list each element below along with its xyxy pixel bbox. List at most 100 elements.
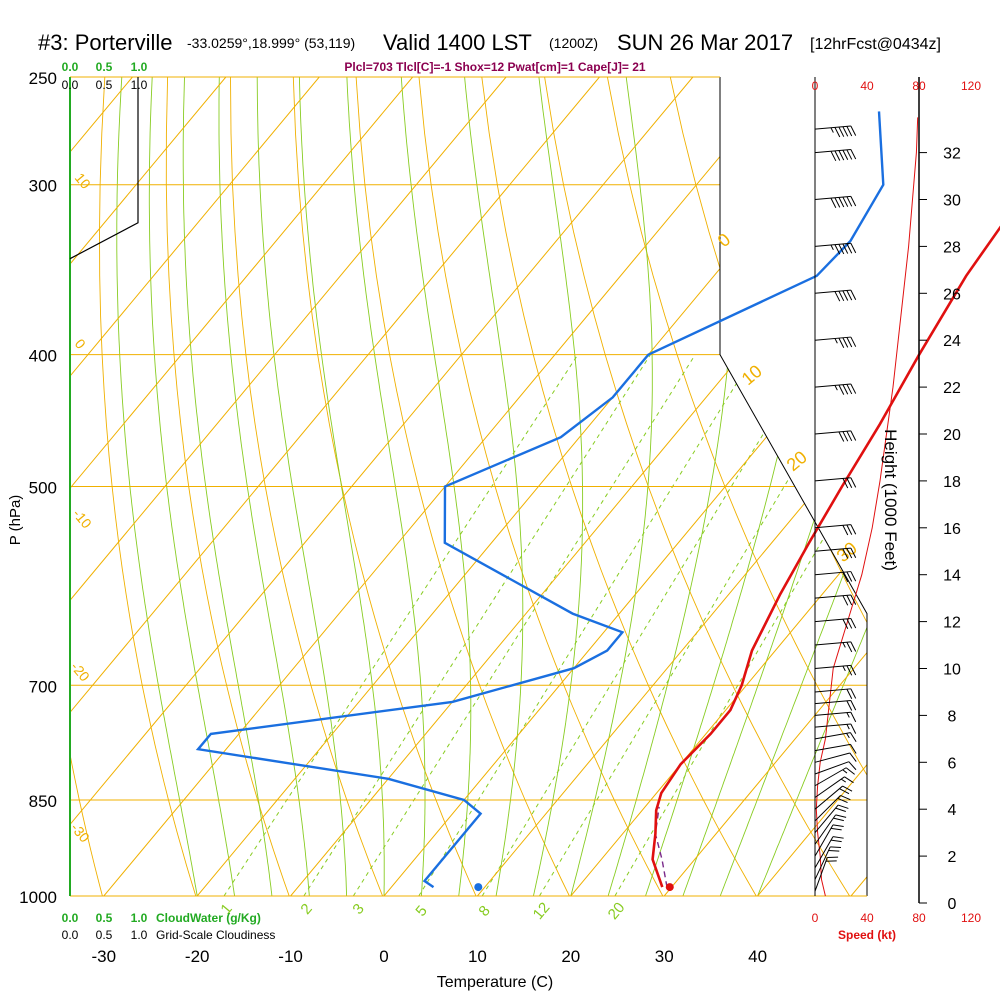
wind-barb [814,547,857,559]
pressure-tick-label: 400 [29,347,57,366]
cloudiness-tick: 0.0 [62,928,79,942]
wind-barb-flag [830,846,841,849]
temperature-tick-label: 30 [655,947,674,966]
wind-barb-flag [850,700,857,711]
wind-barb-flag [846,665,853,676]
dry-adiabat-label: 30 [833,538,861,566]
wind-barb-flag [842,431,849,442]
pressure-tick-label: 1000 [19,888,57,907]
wind-barb [814,752,857,763]
wind-barb [814,776,854,798]
wind-barb [814,617,857,629]
wind-speed-line [815,117,919,897]
wind-barb-flag [835,807,846,812]
wind-barb-flag [832,824,844,827]
wind-barb-flag [850,723,857,734]
moist-adiabat [256,77,348,896]
wind-barb-flag [846,126,853,137]
dry-adiabat-label: 0 [714,229,735,251]
wind-barb-flag [849,752,857,762]
height-tick-label: 4 [948,802,957,819]
pressure-tick-label: 850 [29,792,57,811]
wind-barb [814,195,857,208]
wind-barb-staff [814,752,850,763]
wind-barb-flag [846,243,853,254]
speed-tick-top: 80 [912,79,926,93]
wind-barb-flag [838,150,845,161]
moist-adiabat [464,77,524,896]
dry-adiabat [0,77,9,896]
temperature-tick-label: -20 [185,947,210,966]
wind-barb-staff [814,383,851,388]
wind-barb-half-flag [830,244,834,251]
moist-adiabat [346,77,426,896]
diagram-background [0,77,867,896]
wind-barb-staff [814,776,845,798]
wind-barb-flag [850,430,857,441]
wind-barb [814,804,849,833]
wind-barb-staff [814,336,851,341]
speed-tick-bottom: 40 [860,911,874,925]
isotherm [663,77,867,896]
temperature-axis-title: Temperature (C) [437,974,553,991]
dry-adiabat [99,77,197,896]
dry-adiabat [292,77,477,896]
mixing-ratio-label: 8 [475,902,493,919]
wind-barb-staff [814,195,851,200]
dry-adiabat-labels: 0 10 20 30 [714,229,861,566]
station-coords: -33.0259°,18.999° (53,119) [187,35,355,51]
dry-adiabat [606,77,867,896]
wind-barb-flag [840,795,851,801]
wind-barb-half-flag [846,724,850,730]
wind-barb-half-flag [834,385,838,391]
wind-barb [814,641,857,653]
speed-axis-title: Speed (kt) [838,928,896,942]
wind-barb-flag [838,126,845,137]
temperature-tick-label: 10 [468,947,487,966]
wind-barb [814,125,857,138]
wind-barb-flag [850,594,857,605]
wind-barb-flag [834,197,841,208]
height-tick-label: 24 [943,333,961,350]
temperature-tick-label: -30 [92,947,117,966]
mixing-ratio-label: 12 [530,899,554,923]
wind-barb-staff [814,743,851,752]
wind-barb-staff [814,664,851,669]
pressure-tick-label: 700 [29,677,57,696]
wind-barb-flag [838,337,845,348]
height-tick-label: 30 [943,193,961,210]
wind-barb [814,846,841,880]
wind-barb [814,571,857,583]
wind-barb-flag [830,827,842,831]
wind-barb-flag [842,337,849,348]
wind-barb-flag [842,618,849,629]
wind-barb-flag [846,290,853,301]
speed-tick-top: 40 [860,79,874,93]
wind-barb-flag [845,767,855,775]
wind-barb-flag [850,196,857,207]
mixing-ratio-label: 5 [412,902,430,919]
wind-barb-flag [850,712,857,723]
mixing-ratio-line [303,354,651,896]
wind-barb [814,723,857,734]
cloudiness-profile [69,77,139,260]
wind-barb-flag [846,196,853,207]
wind-barb-flag [850,336,857,347]
moist-adiabat [682,77,867,896]
temperature-tick-label: -10 [278,947,303,966]
pressure-axis-title: P (hPa) [7,495,24,546]
height-tick-label: 22 [943,380,961,397]
wind-barb-flag [842,243,849,254]
height-tick-label: 2 [948,849,957,866]
wind-barb-staff [814,857,828,892]
height-tick-label: 18 [943,474,961,491]
wind-barb-staff [814,846,831,880]
moist-adiabat [218,77,310,896]
cloudiness-tick: 1.0 [131,928,148,942]
wind-barb [814,836,844,869]
wind-barb-flag [846,548,853,559]
dry-adiabat [481,77,757,896]
speed-tick-bottom: 120 [961,911,981,925]
wind-barb-flag [837,804,849,809]
